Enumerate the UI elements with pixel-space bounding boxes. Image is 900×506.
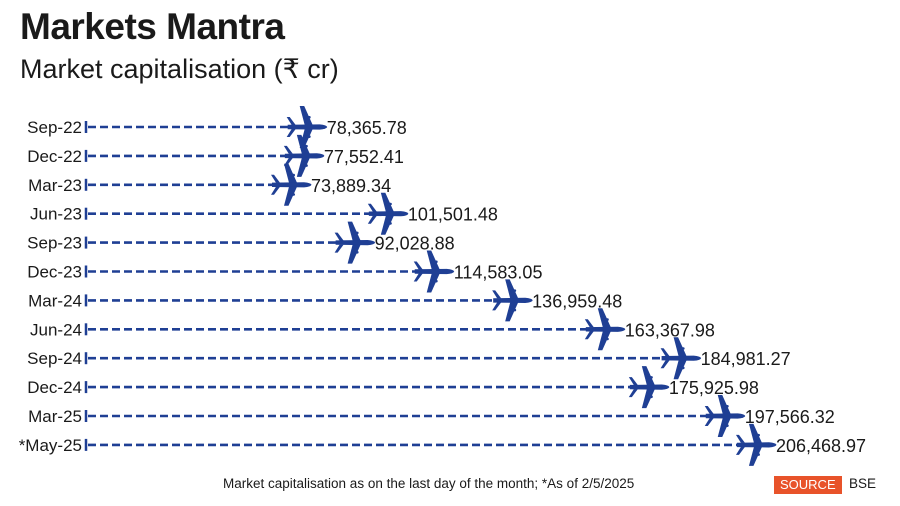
chart-row: Dec-24 175,925.98 [27, 366, 759, 409]
value-label: 114,583.05 [454, 263, 543, 283]
value-label: 136,959.48 [532, 291, 622, 311]
chart-subtitle: Market capitalisation (₹ cr) [20, 54, 339, 84]
airplane-icon [628, 366, 670, 409]
chart-row: Mar-24 136,959.48 [28, 279, 622, 322]
chart-row: Dec-23 114,583.05 [27, 250, 543, 293]
category-label: Jun-24 [30, 320, 82, 339]
chart-row: Sep-23 92,028.88 [27, 221, 455, 264]
airplane-icon [334, 221, 376, 264]
value-label: 206,468.97 [776, 436, 866, 456]
value-label: 78,365.78 [327, 118, 407, 138]
airplane-icon [735, 423, 777, 466]
chart-row: Sep-22 78,365.78 [27, 106, 407, 148]
value-label: 184,981.27 [701, 349, 791, 369]
category-label: Sep-23 [27, 234, 82, 253]
category-label: Jun-23 [30, 205, 82, 224]
category-label: Dec-23 [27, 263, 82, 282]
chart-row: Sep-24 184,981.27 [27, 337, 791, 380]
source-badge: SOURCE [774, 476, 842, 494]
value-label: 92,028.88 [375, 234, 455, 254]
category-label: *May-25 [19, 436, 82, 455]
airplane-icon [704, 395, 746, 437]
chart-row: Mar-25 197,566.32 [28, 395, 835, 437]
airplane-icon [413, 250, 455, 293]
airplane-icon [286, 106, 328, 148]
chart-rows: Sep-22 78,365.78 Dec-22 77,552.41 Mar-23 73,8… [19, 106, 866, 466]
chart-row: Jun-24 163,367.98 [30, 308, 715, 351]
value-label: 163,367.98 [625, 320, 715, 340]
category-label: Dec-24 [27, 378, 82, 397]
airplane-icon [367, 192, 409, 235]
footnote: Market capitalisation as on the last day… [223, 476, 635, 491]
chart-row: *May-25 206,468.97 [19, 423, 866, 466]
chart-row: Mar-23 73,889.34 [28, 163, 391, 206]
category-label: Dec-22 [27, 147, 82, 166]
category-label: Mar-23 [28, 176, 82, 195]
value-label: 101,501.48 [408, 205, 498, 225]
value-label: 73,889.34 [311, 176, 391, 196]
source-name: BSE [849, 476, 877, 491]
category-label: Sep-22 [27, 118, 82, 137]
airplane-icon [492, 279, 533, 322]
category-label: Sep-24 [27, 349, 82, 368]
chart-row: Jun-23 101,501.48 [30, 192, 498, 235]
airplane-icon [660, 337, 702, 380]
chart-row: Dec-22 77,552.41 [27, 134, 404, 177]
chart-title: Markets Mantra [20, 6, 285, 47]
airplane-icon [584, 308, 626, 351]
value-label: 175,925.98 [669, 378, 759, 398]
category-label: Mar-24 [28, 291, 82, 310]
value-label: 77,552.41 [324, 147, 404, 167]
value-label: 197,566.32 [745, 407, 835, 427]
category-label: Mar-25 [28, 407, 82, 426]
airplane-icon [271, 163, 312, 206]
